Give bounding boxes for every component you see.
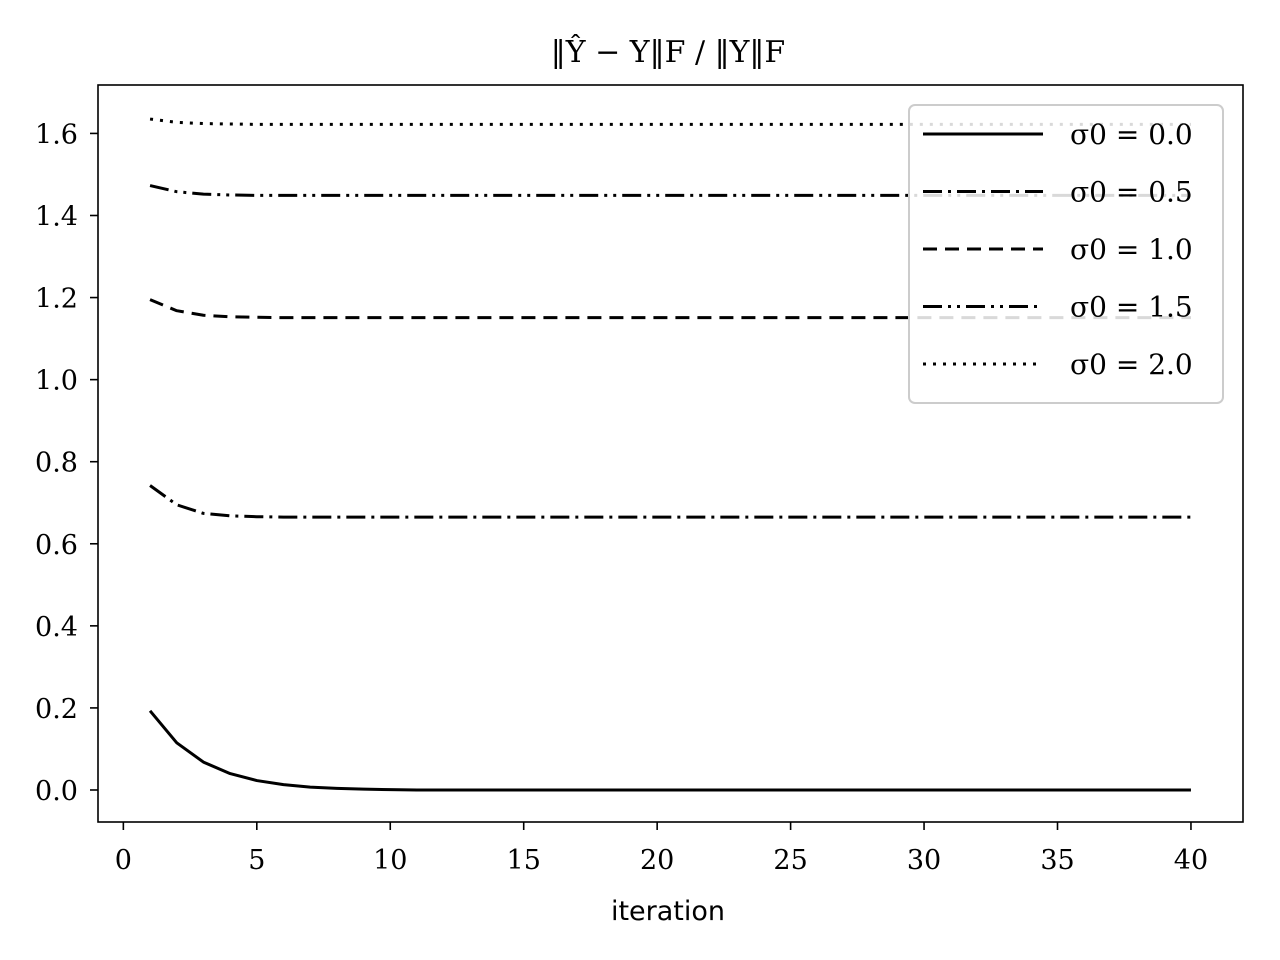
chart-title: ‖Ŷ − Y‖F / ‖Y‖F (551, 34, 785, 70)
legend-label-0: σ0 = 0.0 (1070, 118, 1193, 151)
x-tick-label: 0 (115, 845, 132, 876)
y-tick-label: 0.8 (35, 448, 78, 479)
x-axis: 0 5 10 15 20 25 30 35 40 (115, 822, 1208, 876)
legend-label-4: σ0 = 2.0 (1070, 348, 1193, 381)
series-line-4 (149, 117, 1191, 126)
series-line-1 (149, 484, 1191, 519)
x-tick-label: 5 (248, 845, 265, 876)
x-tick-label: 10 (373, 845, 407, 876)
x-tick-label: 30 (907, 845, 941, 876)
x-tick-label: 15 (507, 845, 541, 876)
legend-box (908, 104, 1224, 404)
x-tick-label: 40 (1174, 845, 1208, 876)
y-tick-label: 0.4 (35, 612, 78, 643)
y-axis: 0.0 0.2 0.4 0.6 0.8 1.0 1.2 1.4 1.6 (35, 119, 98, 807)
y-tick-label: 1.2 (35, 284, 78, 315)
x-tick-label: 25 (773, 845, 807, 876)
legend: σ0 = 0.0 σ0 = 0.5 σ0 = 1.0 σ0 = 1.5 σ0 = 2.0 (908, 104, 1224, 404)
y-tick-label: 0.0 (35, 776, 78, 807)
x-tick-label: 35 (1040, 845, 1074, 876)
axes-frame (97, 84, 1244, 823)
legend-label-1: σ0 = 0.5 (1070, 176, 1193, 209)
y-tick-label: 1.4 (35, 201, 78, 232)
y-tick-label: 1.0 (35, 366, 78, 397)
legend-label-3: σ0 = 1.5 (1070, 291, 1193, 324)
series-line-0 (148, 709, 1191, 792)
x-tick-label: 20 (640, 845, 674, 876)
legend-label-2: σ0 = 1.0 (1070, 233, 1193, 266)
y-tick-label: 0.2 (35, 694, 78, 725)
y-tick-label: 0.6 (35, 530, 78, 561)
y-tick-label: 1.6 (35, 119, 78, 150)
x-axis-label: iteration (611, 896, 725, 927)
